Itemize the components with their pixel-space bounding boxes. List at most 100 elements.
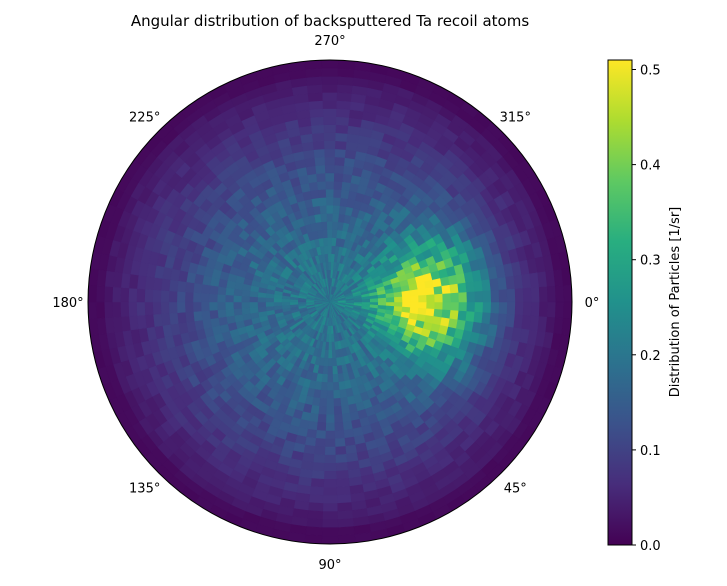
heatmap-cell — [327, 237, 333, 246]
heatmap-cell — [333, 413, 343, 424]
heatmap-cell — [232, 301, 242, 310]
heatmap-cell — [307, 502, 324, 512]
heatmap-cell — [424, 279, 435, 289]
colorbar-tick-label: 0.0 — [640, 539, 661, 554]
heatmap-cell — [538, 301, 549, 318]
heatmap-cell — [217, 285, 227, 295]
heatmap-cell — [309, 108, 324, 118]
heatmap-cell — [458, 292, 468, 303]
heatmap-cell — [281, 301, 291, 306]
heatmap-cell — [433, 309, 443, 319]
heatmap-cell — [386, 297, 395, 303]
heatmap-cell — [325, 188, 335, 198]
heatmap-cell — [345, 299, 355, 303]
heatmap-cell — [321, 519, 339, 529]
heatmap-cell — [217, 309, 227, 319]
heatmap-cell — [410, 301, 420, 309]
heatmap-cell — [335, 462, 349, 472]
heatmap-cell — [168, 312, 179, 325]
heatmap-cell — [555, 285, 565, 303]
heatmap-cell — [314, 438, 326, 448]
heatmap-cell — [311, 132, 325, 142]
heatmap-cell — [337, 526, 355, 537]
heatmap-cell — [119, 287, 130, 303]
heatmap-cell — [225, 315, 236, 325]
heatmap-cell — [184, 311, 195, 323]
heatmap-cell — [317, 413, 327, 424]
heatmap-cell — [324, 446, 336, 456]
heatmap-cell — [325, 422, 335, 432]
heatmap-cell — [310, 478, 325, 488]
heatmap-cell — [326, 390, 334, 400]
heatmap-cell — [216, 301, 226, 311]
heatmap-cell — [326, 221, 334, 230]
heatmap-cell — [425, 287, 435, 296]
heatmap-cell — [333, 196, 342, 207]
heatmap-cell — [325, 406, 335, 416]
heatmap-cell — [409, 289, 419, 297]
heatmap-cell — [331, 341, 336, 351]
heatmap-cell — [331, 365, 338, 375]
heatmap-cell — [441, 309, 452, 320]
heatmap-cell — [369, 298, 379, 303]
heatmap-cell — [321, 67, 339, 77]
heatmap-cell — [208, 301, 218, 311]
heatmap-cell — [184, 291, 194, 303]
heatmap-cell — [336, 486, 351, 496]
heatmap-cell — [200, 310, 211, 321]
heatmap-cell — [192, 310, 203, 322]
heatmap-cell — [249, 306, 259, 314]
heatmap-cell — [208, 309, 219, 320]
heatmap-cell — [103, 301, 114, 319]
heatmap-cell — [353, 299, 363, 303]
heatmap-cell — [312, 454, 325, 464]
heatmap-cell — [394, 296, 403, 303]
angular-tick-label-45: 45° — [504, 481, 527, 496]
heatmap-cell — [474, 301, 484, 314]
heatmap-cell — [318, 196, 327, 207]
heatmap-cell — [224, 301, 234, 310]
heatmap-cell — [457, 310, 468, 322]
heatmap-cell — [497, 313, 508, 328]
chart-title: Angular distribution of backsputtered Ta… — [131, 12, 529, 30]
heatmap-cell — [322, 84, 338, 93]
heatmap-cell — [514, 288, 524, 303]
heatmap-cell — [200, 292, 210, 303]
heatmap-cell — [481, 312, 492, 325]
heatmap-cell — [426, 301, 436, 310]
heatmap-cell — [334, 156, 346, 166]
angular-tick-labels: 0° 45° 90° 135° 180° 225° 270° 315° — [52, 34, 599, 573]
heatmap-cell — [457, 282, 468, 294]
colorbar-tick-label: 0.4 — [640, 159, 661, 174]
heatmap-cell — [402, 296, 411, 303]
heatmap-cell — [337, 84, 354, 94]
heatmap-cell — [410, 295, 420, 303]
heatmap-cell — [333, 397, 342, 408]
heatmap-cell — [474, 290, 484, 303]
heatmap-cell — [318, 397, 327, 408]
polar-axes-outline — [87, 59, 573, 545]
heatmap-cell — [332, 389, 341, 400]
heatmap-cell — [192, 292, 202, 303]
colorbar-ticks: 0.0 0.1 0.2 0.3 0.4 0.5 — [632, 64, 661, 554]
heatmap-cell — [327, 358, 333, 367]
heatmap-cell — [119, 301, 130, 317]
heatmap-cell — [95, 285, 105, 303]
heatmap-cell — [216, 293, 226, 303]
heatmap-cell — [332, 204, 341, 215]
heatmap-cell — [144, 301, 154, 316]
heatmap-cell — [313, 148, 326, 158]
heatmap-cell — [334, 164, 345, 174]
heatmap-cell — [317, 180, 327, 191]
heatmap-cell — [322, 503, 338, 512]
heatmap-cell — [333, 172, 344, 182]
heatmap-cell — [168, 301, 178, 314]
heatmap-cell — [307, 420, 318, 431]
heatmap-cell — [450, 292, 460, 303]
heatmap-cell — [192, 282, 203, 294]
heatmap-cell — [128, 301, 138, 317]
colorbar-tick-label: 0.3 — [640, 254, 661, 269]
heatmap-cell — [324, 148, 336, 158]
heatmap-cell — [335, 470, 349, 480]
